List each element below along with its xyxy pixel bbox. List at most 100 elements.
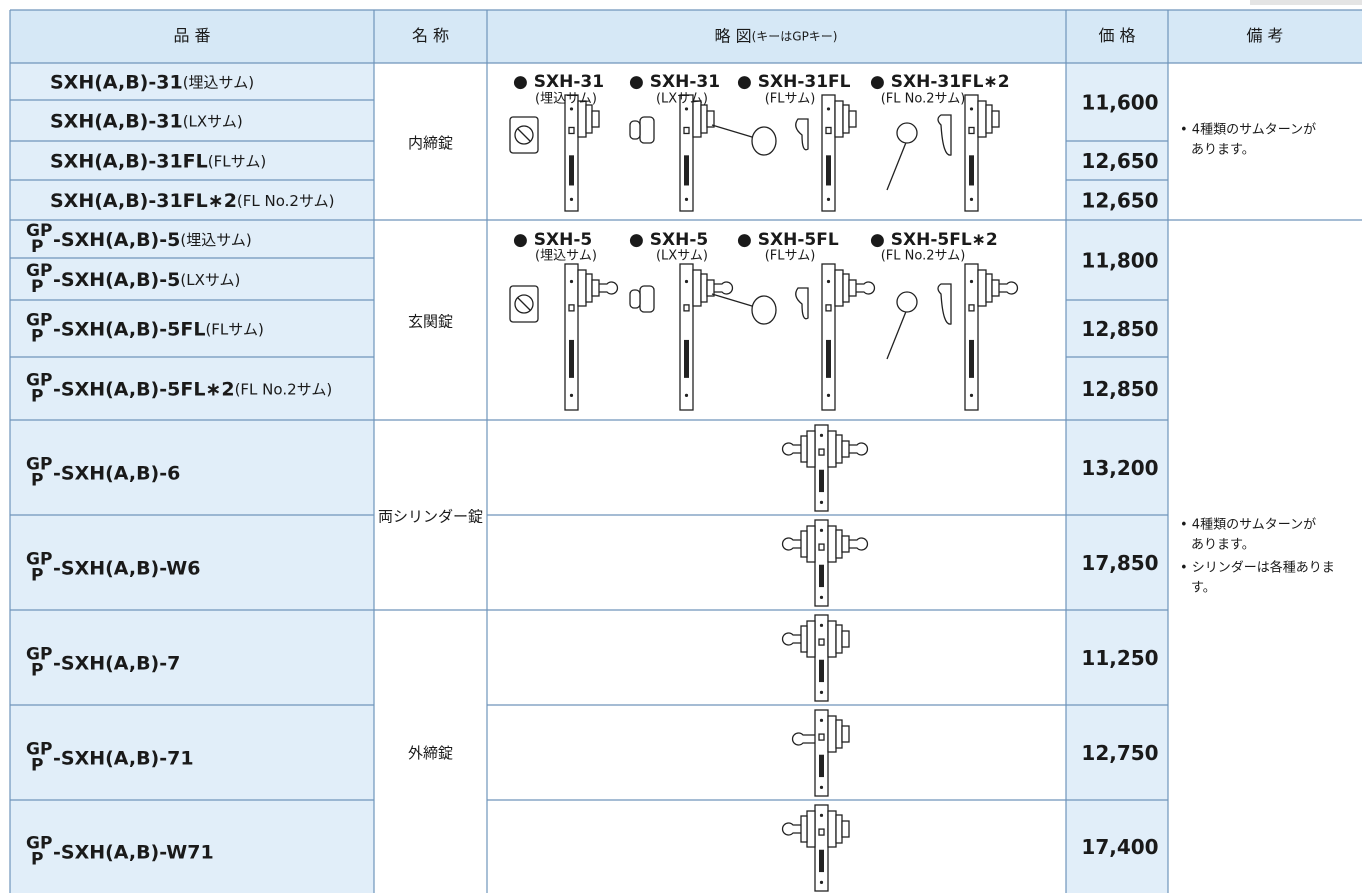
screw: [569, 279, 574, 284]
case: [834, 100, 844, 138]
key: [791, 732, 815, 746]
product-code: -SXH(A,B)-W71: [53, 841, 214, 863]
header-diagram-title: 略 図: [715, 26, 752, 45]
key: [849, 442, 869, 456]
turn: [585, 273, 593, 303]
gp-mark: GP: [26, 455, 52, 475]
latch: [818, 448, 825, 456]
header-price: 価 格: [1098, 26, 1135, 45]
case: [577, 269, 587, 307]
cyl: [800, 625, 808, 653]
key: [999, 281, 1019, 295]
header-name: 名 称: [412, 26, 449, 45]
bolt: [569, 339, 574, 378]
cyl: [800, 530, 808, 558]
lock-drawing: [509, 263, 619, 411]
fl-rose: [751, 126, 777, 156]
bolt: [569, 155, 574, 186]
model-note: (FL No.2サム): [235, 380, 333, 398]
screw: [826, 279, 831, 284]
screw: [569, 393, 574, 397]
model: -SXH(A,B)-5FL∗2: [53, 378, 235, 400]
diagram-label: ● SXH-5FL∗2: [870, 230, 998, 250]
turn: [985, 104, 993, 134]
gp-mark: GP: [26, 261, 52, 281]
screw: [826, 197, 831, 201]
latch: [818, 828, 825, 836]
model-note: (LXサム): [183, 112, 243, 130]
bolt: [969, 155, 974, 186]
fl-rose: [896, 291, 918, 313]
fl-lever: [795, 118, 809, 151]
lock-type: 内締錠: [408, 134, 453, 152]
screw: [969, 279, 974, 284]
lock-type: 両シリンダー錠: [378, 508, 483, 526]
faceplate: [821, 263, 836, 411]
turn: [841, 725, 850, 743]
bolt: [819, 659, 824, 683]
price-bg: [1066, 63, 1168, 893]
diagram-note: (LXサム): [656, 92, 708, 107]
screw: [819, 433, 824, 437]
screw: [684, 107, 689, 111]
model: -SXH(A,B)-5FL: [53, 318, 205, 340]
lock-drawing: [711, 263, 876, 411]
latch: [825, 304, 832, 312]
screw: [819, 690, 824, 695]
product-code: -SXH(A,B)-71: [53, 747, 194, 769]
screw: [826, 107, 831, 111]
turn: [706, 279, 715, 297]
screw: [684, 197, 689, 201]
p-mark: P: [31, 850, 43, 870]
turn: [700, 273, 708, 303]
key: [781, 442, 801, 456]
faceplate: [679, 263, 694, 411]
gp-mark: GP: [26, 221, 52, 241]
remark-line: あります。: [1191, 538, 1255, 553]
lock-drawing: [629, 263, 734, 411]
faceplate: [821, 94, 836, 212]
header-diagram-note: (キーはGPキー): [752, 29, 838, 43]
lock-drawing: [509, 94, 600, 212]
model-note: (埋込サム): [180, 231, 251, 249]
price: 17,850: [1081, 551, 1158, 575]
bolt: [684, 339, 689, 378]
header-code: 品 番: [173, 26, 210, 45]
fl-rose: [896, 122, 918, 144]
product-code: -SXH(A,B)-5FL(FLサム): [53, 318, 264, 340]
latch: [968, 304, 975, 312]
model: -SXH(A,B)-5: [53, 229, 180, 251]
gp-mark: GP: [26, 740, 52, 760]
key: [781, 632, 801, 646]
p-mark: P: [31, 566, 43, 586]
model: -SXH(A,B)-W6: [53, 557, 200, 579]
faceplate: [964, 263, 979, 411]
turn: [848, 279, 857, 297]
key: [781, 537, 801, 551]
price: 12,650: [1081, 149, 1158, 173]
case: [827, 715, 837, 753]
model: SXH(A,B)-31FL: [50, 150, 208, 172]
turn: [591, 279, 600, 297]
bolt: [819, 469, 824, 493]
latch: [568, 126, 575, 135]
latch: [818, 733, 825, 741]
model: -SXH(A,B)-6: [53, 462, 180, 484]
screw: [819, 718, 824, 722]
screw: [684, 393, 689, 397]
turn: [585, 104, 593, 134]
turn: [842, 104, 850, 134]
product-code: -SXH(A,B)-5(LXサム): [53, 269, 240, 291]
diagram-note: (LXサム): [656, 249, 708, 264]
lx-knob: [629, 289, 641, 309]
product-code: -SXH(A,B)-5(埋込サム): [53, 229, 252, 251]
knob-bar: [517, 128, 531, 142]
screw: [819, 785, 824, 790]
lock-drawing: [886, 263, 1019, 411]
product-code: -SXH(A,B)-6: [53, 462, 180, 484]
faceplate: [814, 519, 829, 607]
price: 17,400: [1081, 835, 1158, 859]
case: [806, 430, 816, 468]
